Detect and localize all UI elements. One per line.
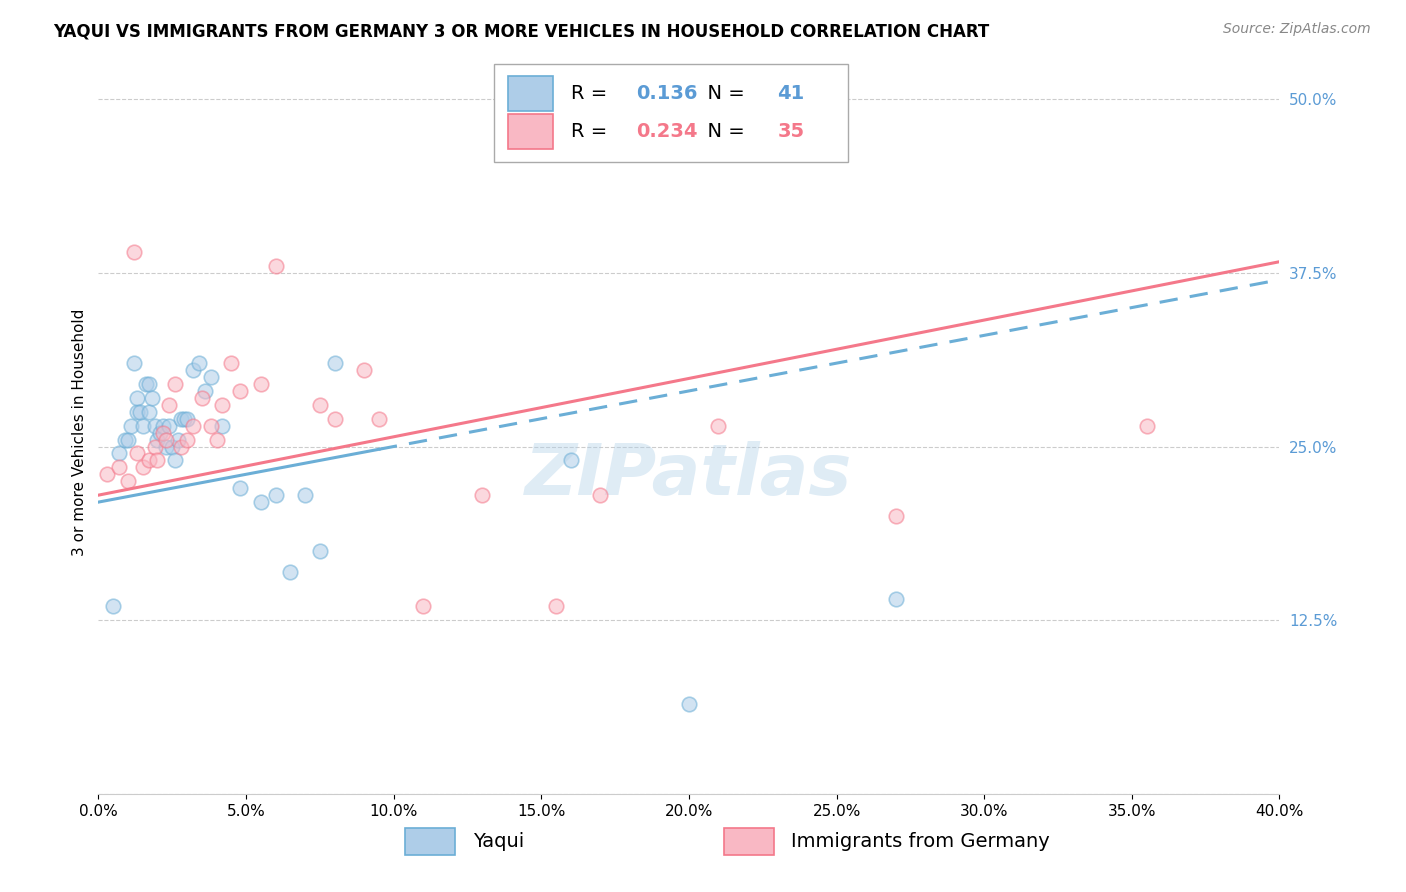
Text: Immigrants from Germany: Immigrants from Germany bbox=[792, 832, 1050, 851]
Text: R =: R = bbox=[571, 84, 613, 103]
Point bbox=[108, 446, 131, 460]
Text: N =: N = bbox=[695, 84, 751, 103]
Point bbox=[884, 592, 907, 607]
Point bbox=[146, 433, 169, 447]
Point bbox=[323, 411, 346, 425]
Point bbox=[170, 411, 193, 425]
Point bbox=[280, 565, 302, 579]
Point bbox=[194, 384, 217, 398]
Point bbox=[176, 433, 198, 447]
Text: YAQUI VS IMMIGRANTS FROM GERMANY 3 OR MORE VEHICLES IN HOUSEHOLD CORRELATION CHA: YAQUI VS IMMIGRANTS FROM GERMANY 3 OR MO… bbox=[53, 22, 990, 40]
Y-axis label: 3 or more Vehicles in Household: 3 or more Vehicles in Household bbox=[72, 309, 87, 557]
Point bbox=[589, 488, 612, 502]
Point bbox=[191, 391, 214, 405]
Point bbox=[250, 495, 273, 509]
Point bbox=[353, 363, 375, 377]
Point bbox=[264, 259, 287, 273]
FancyBboxPatch shape bbox=[724, 828, 773, 855]
Point bbox=[170, 440, 193, 454]
Point bbox=[143, 440, 166, 454]
FancyBboxPatch shape bbox=[494, 64, 848, 161]
Point bbox=[149, 425, 172, 440]
Point bbox=[412, 599, 434, 614]
Point bbox=[200, 418, 222, 433]
Point bbox=[146, 453, 169, 467]
Point bbox=[323, 356, 346, 370]
Point bbox=[229, 384, 252, 398]
Text: R =: R = bbox=[571, 122, 613, 141]
Point bbox=[122, 244, 145, 259]
Point bbox=[173, 411, 195, 425]
Point bbox=[138, 376, 160, 391]
Point bbox=[560, 453, 582, 467]
Point bbox=[250, 376, 273, 391]
Point bbox=[128, 405, 150, 419]
Point bbox=[200, 370, 222, 384]
Point bbox=[221, 356, 243, 370]
Point bbox=[125, 391, 148, 405]
Point bbox=[165, 376, 187, 391]
Point bbox=[120, 418, 142, 433]
Point bbox=[165, 453, 187, 467]
Point bbox=[678, 697, 700, 711]
Point bbox=[162, 440, 183, 454]
Point bbox=[167, 433, 190, 447]
Text: ZIPatlas: ZIPatlas bbox=[526, 442, 852, 510]
Text: Source: ZipAtlas.com: Source: ZipAtlas.com bbox=[1223, 22, 1371, 37]
Point bbox=[117, 475, 139, 489]
Point bbox=[884, 508, 907, 523]
Point bbox=[157, 398, 180, 412]
Point bbox=[181, 418, 204, 433]
Text: N =: N = bbox=[695, 122, 751, 141]
Point bbox=[368, 411, 391, 425]
Point bbox=[471, 488, 494, 502]
Point bbox=[211, 398, 233, 412]
Point bbox=[229, 481, 252, 495]
Point bbox=[122, 356, 145, 370]
Point bbox=[155, 433, 177, 447]
Text: 35: 35 bbox=[778, 122, 804, 141]
Point bbox=[205, 433, 228, 447]
Text: 0.136: 0.136 bbox=[636, 84, 697, 103]
Point bbox=[294, 488, 316, 502]
Point bbox=[108, 460, 131, 475]
Point bbox=[157, 418, 180, 433]
Point bbox=[125, 446, 148, 460]
Point bbox=[103, 599, 125, 614]
Point bbox=[125, 405, 148, 419]
Text: Yaqui: Yaqui bbox=[472, 832, 524, 851]
Point bbox=[152, 418, 174, 433]
Point bbox=[309, 543, 332, 558]
FancyBboxPatch shape bbox=[508, 114, 553, 149]
Point bbox=[141, 391, 163, 405]
Text: 0.234: 0.234 bbox=[636, 122, 697, 141]
Point bbox=[309, 398, 332, 412]
Point bbox=[187, 356, 209, 370]
Point bbox=[135, 376, 157, 391]
Point bbox=[138, 405, 160, 419]
Text: 41: 41 bbox=[778, 84, 804, 103]
Point bbox=[707, 418, 730, 433]
FancyBboxPatch shape bbox=[405, 828, 456, 855]
Point bbox=[155, 440, 177, 454]
Point bbox=[114, 433, 136, 447]
Point bbox=[176, 411, 198, 425]
Point bbox=[264, 488, 287, 502]
Point bbox=[546, 599, 568, 614]
Point bbox=[96, 467, 118, 482]
Point bbox=[211, 418, 233, 433]
Point bbox=[143, 418, 166, 433]
Point bbox=[117, 433, 139, 447]
FancyBboxPatch shape bbox=[508, 77, 553, 112]
Point bbox=[181, 363, 204, 377]
Point bbox=[132, 418, 155, 433]
Point bbox=[1136, 418, 1159, 433]
Point bbox=[152, 425, 174, 440]
Point bbox=[132, 460, 155, 475]
Point bbox=[138, 453, 160, 467]
